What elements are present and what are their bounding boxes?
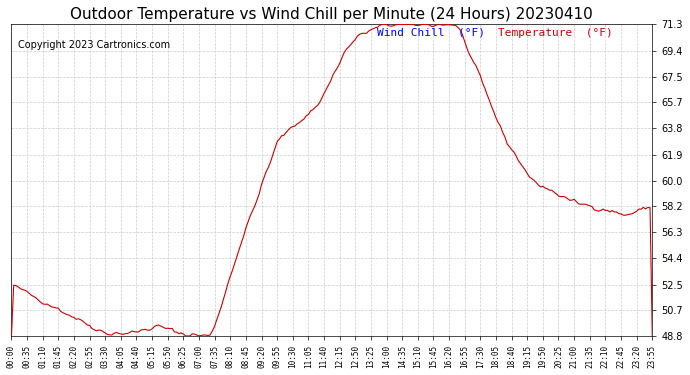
Text: Copyright 2023 Cartronics.com: Copyright 2023 Cartronics.com (18, 40, 170, 50)
Text: Temperature  (°F): Temperature (°F) (498, 28, 613, 38)
Text: Wind Chill  (°F): Wind Chill (°F) (377, 28, 484, 38)
Title: Outdoor Temperature vs Wind Chill per Minute (24 Hours) 20230410: Outdoor Temperature vs Wind Chill per Mi… (70, 7, 593, 22)
